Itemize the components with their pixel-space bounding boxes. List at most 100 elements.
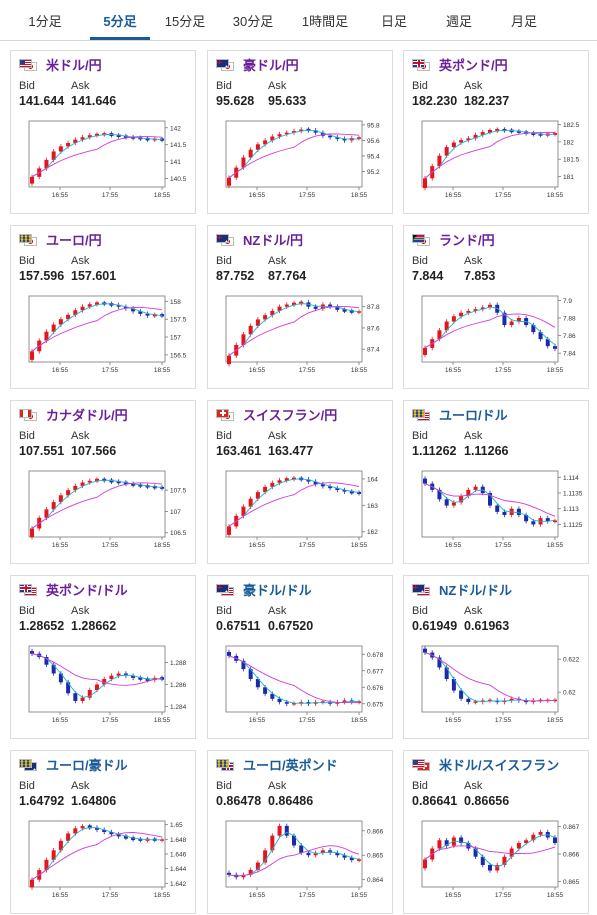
candle-up — [473, 134, 478, 139]
candle-up — [227, 177, 231, 186]
chart-container[interactable]: 1.114 1.1135 1.113 1.1125 16:55 17:55 18:55 — [410, 467, 583, 559]
chart-container[interactable]: 0.866 0.865 0.864 16:55 17:55 18:55 — [214, 817, 386, 909]
rate-card[interactable]: カナダドル/円 Bid Ask 107.551 107.566 107.5 107 106.5… — [10, 400, 196, 564]
chart-container[interactable]: 182.5 182 181.5 181 16:55 17:55 18:55 — [410, 117, 582, 209]
tab-日足[interactable]: 日足 — [380, 14, 407, 29]
candle-down — [313, 130, 318, 133]
candle-down — [30, 651, 34, 654]
flag-us-icon — [19, 58, 32, 68]
pair-link[interactable]: ユーロ/ドル — [412, 406, 508, 423]
pair-link[interactable]: 英ポンド/円 — [412, 56, 508, 73]
tab-15分足[interactable]: 15分足 — [164, 14, 206, 29]
rate-card[interactable]: 米ドル/円 Bid Ask 141.644 141.646 142 141.5 141 140.… — [10, 50, 196, 214]
pair-name: NZドル/ドル — [439, 582, 512, 598]
candle-down — [328, 135, 333, 138]
ma-slow-line — [228, 305, 360, 356]
candle-up — [466, 310, 471, 313]
candle-up — [44, 509, 49, 518]
chart-container[interactable]: 7.9 7.88 7.86 7.84 16:55 17:55 18:55 — [410, 292, 582, 384]
ask-label: Ask — [71, 255, 90, 267]
pair-link[interactable]: 米ドル/円 — [19, 56, 102, 73]
candle-up — [66, 833, 71, 841]
ask-label: Ask — [71, 605, 90, 617]
bid-value: 1.64792 — [19, 794, 65, 808]
chart-container[interactable]: 1.288 1.286 1.284 16:55 17:55 18:55 — [17, 642, 189, 734]
chart-container[interactable]: 0.678 0.677 0.676 0.675 16:55 17:55 18:55 — [214, 642, 386, 734]
pair-link[interactable]: NZドル/円 — [216, 231, 303, 248]
candle-down — [138, 838, 143, 841]
candle-down — [116, 134, 121, 137]
rate-card[interactable]: 英ポンド/ドル Bid Ask 1.28652 1.28662 1.288 1.286 1.2… — [10, 575, 196, 739]
currency-flags — [216, 583, 235, 596]
pair-link[interactable]: ユーロ/豪ドル — [19, 756, 128, 773]
rate-card[interactable]: ユーロ/英ポンド Bid Ask 0.86478 0.86486 0.866 0.865 0.… — [207, 750, 393, 914]
x-tick-label: 17:55 — [102, 892, 119, 899]
candle-down — [227, 651, 231, 656]
candle-down — [284, 702, 289, 704]
chart-container[interactable]: 107.5 107 106.5 16:55 17:55 18:55 — [17, 467, 189, 559]
candle-up — [44, 859, 49, 871]
pair-link[interactable]: 豪ドル/ドル — [216, 581, 312, 598]
chart-container[interactable]: 164 163 162 16:55 17:55 18:55 — [214, 467, 386, 559]
price-chart: 0.678 0.677 0.676 0.675 16:55 17:55 18:55 — [225, 645, 384, 724]
x-tick-label: 16:55 — [445, 367, 462, 374]
tab-30分足[interactable]: 30分足 — [232, 14, 274, 29]
tab-1分足[interactable]: 1分足 — [28, 14, 62, 29]
pair-link[interactable]: NZドル/ドル — [412, 581, 512, 598]
rate-card[interactable]: NZドル/円 Bid Ask 87.752 87.764 87.8 87.6 87.4 16:5… — [207, 225, 393, 389]
rate-card[interactable]: 豪ドル/円 Bid Ask 95.628 95.633 95.8 95.6 95.4 95.2 1… — [207, 50, 393, 214]
pair-link[interactable]: ユーロ/英ポンド — [216, 756, 338, 773]
chart-container[interactable]: 0.622 0.62 16:55 17:55 18:55 — [410, 642, 582, 734]
tab-週足[interactable]: 週足 — [445, 14, 472, 29]
y-tick-label: 163 — [367, 503, 378, 510]
candle-up — [87, 690, 92, 698]
y-tick-label: 95.6 — [367, 138, 380, 145]
rate-card[interactable]: スイスフラン/円 Bid Ask 163.461 163.477 164 163 162 16:… — [207, 400, 393, 564]
bid-label: Bid — [216, 430, 232, 442]
y-tick-label: 0.622 — [563, 657, 580, 664]
ask-label: Ask — [71, 430, 90, 442]
tab-1時間足[interactable]: 1時間足 — [301, 14, 349, 29]
rate-card[interactable]: 英ポンド/円 Bid Ask 182.230 182.237 182.5 182 181.5 1… — [403, 50, 589, 214]
chart-container[interactable]: 87.8 87.6 87.4 16:55 17:55 18:55 — [214, 292, 386, 384]
chart-container[interactable]: 0.867 0.866 0.865 16:55 17:55 18:55 — [410, 817, 582, 909]
rate-card[interactable]: ユーロ/ドル Bid Ask 1.11262 1.11266 1.114 1.1135 1.1… — [403, 400, 589, 564]
pair-link[interactable]: 米ドル/スイスフラン — [412, 756, 559, 773]
chart-frame — [421, 470, 559, 538]
bid-value: 107.551 — [19, 444, 65, 458]
tab-月足[interactable]: 月足 — [510, 14, 537, 29]
ask-value: 0.86486 — [268, 794, 314, 808]
pair-link[interactable]: 豪ドル/円 — [216, 56, 299, 73]
rate-card[interactable]: 豪ドル/ドル Bid Ask 0.67511 0.67520 0.678 0.677 0.67… — [207, 575, 393, 739]
pair-link[interactable]: スイスフラン/円 — [216, 406, 337, 423]
rate-card[interactable]: NZドル/ドル Bid Ask 0.61949 0.61963 0.622 0.62 16:5… — [403, 575, 589, 739]
candle-down — [357, 491, 361, 494]
pair-link[interactable]: 英ポンド/ドル — [19, 581, 128, 598]
pair-link[interactable]: カナダドル/円 — [19, 406, 128, 423]
chart-container[interactable]: 95.8 95.6 95.4 95.2 16:55 17:55 18:55 — [214, 117, 386, 209]
x-tick-label: 17:55 — [495, 717, 512, 724]
candle-up — [423, 178, 427, 189]
x-tick-label: 16:55 — [249, 542, 266, 549]
candle-down — [270, 693, 275, 699]
candle-up — [299, 301, 304, 305]
candle-up — [342, 700, 347, 703]
rate-card[interactable]: ランド/円 Bid Ask 7.844 7.853 7.9 7.88 7.86 7.84 16:5… — [403, 225, 589, 389]
pair-link[interactable]: ランド/円 — [412, 231, 495, 248]
pair-link[interactable]: ユーロ/円 — [19, 231, 102, 248]
chart-container[interactable]: 1.65 1.648 1.646 1.644 1.642 16:55 17:55 18:55 — [17, 817, 189, 909]
candle-down — [342, 490, 347, 492]
rate-card[interactable]: 米ドル/スイスフラン Bid Ask 0.86641 0.86656 0.867 0.866… — [403, 750, 589, 914]
y-tick-label: 181.5 — [563, 157, 580, 164]
y-tick-label: 95.4 — [367, 153, 380, 160]
ask-value: 182.237 — [464, 94, 510, 108]
bid-label: Bid — [19, 80, 35, 92]
chart-container[interactable]: 158 157.5 157 156.5 16:55 17:55 18:55 — [17, 292, 189, 384]
x-tick-label: 18:55 — [154, 892, 171, 899]
chart-container[interactable]: 142 141.5 141 140.5 16:55 17:55 18:55 — [17, 117, 189, 209]
candle-down — [123, 481, 128, 485]
tab-5分足[interactable]: 5分足 — [90, 0, 150, 40]
rate-card[interactable]: ユーロ/豪ドル Bid Ask 1.64792 1.64806 1.65 1.648 1.64… — [10, 750, 196, 914]
bid-value: 7.844 — [412, 269, 444, 283]
rate-card[interactable]: ユーロ/円 Bid Ask 157.596 157.601 158 157.5 157 156.… — [10, 225, 196, 389]
